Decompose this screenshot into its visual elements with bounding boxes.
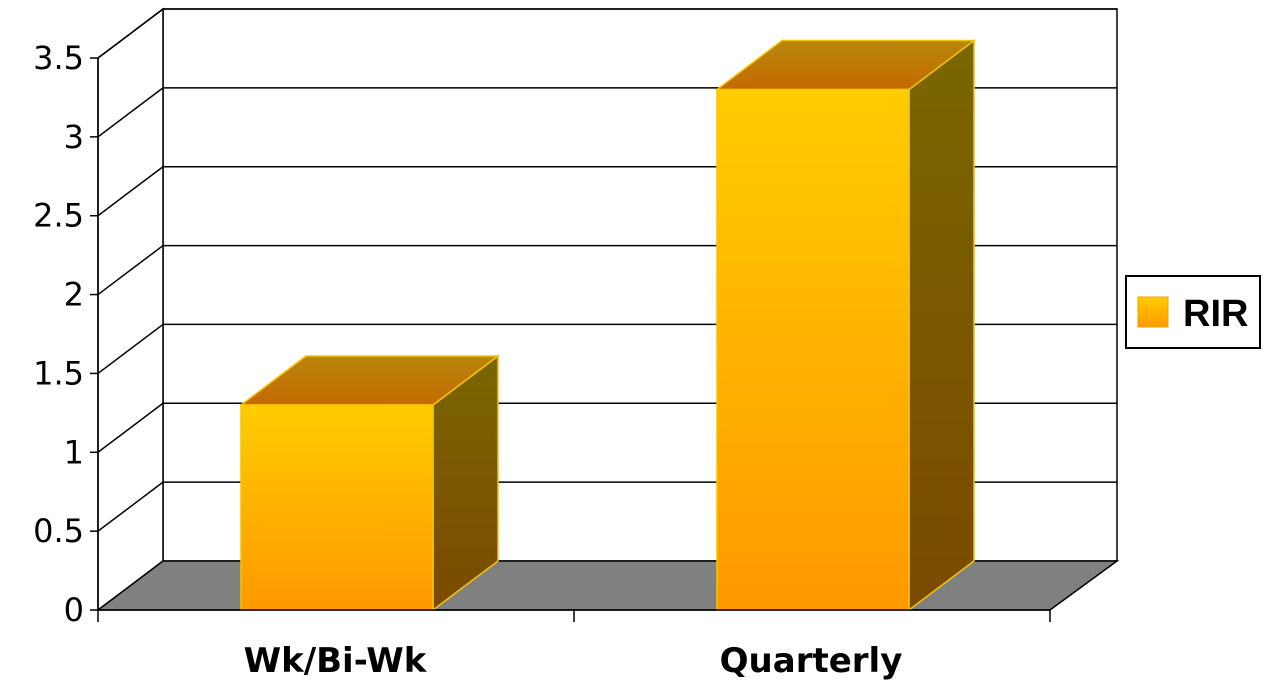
- x-category-label: Wk/Bi-Wk: [244, 641, 428, 680]
- legend-label: RIR: [1183, 293, 1248, 335]
- gridline-diagonal: [97, 402, 164, 453]
- y-tick-label: 1: [64, 433, 84, 471]
- gridline-diagonal: [97, 323, 164, 375]
- y-tick-label: 2: [64, 276, 84, 314]
- bar-2: [714, 39, 977, 612]
- bar-front-face: [240, 404, 434, 611]
- bar-front-face: [716, 88, 910, 611]
- y-tick-label: 3.5: [33, 39, 84, 77]
- bar-1: [238, 354, 501, 612]
- legend: RIR: [1125, 275, 1261, 349]
- y-tick-label: 0.5: [33, 512, 84, 550]
- gridline-diagonal: [97, 244, 164, 296]
- gridline-diagonal: [97, 87, 164, 138]
- x-axis-labels: Wk/Bi-Wk Quarterly: [97, 610, 1051, 680]
- legend-swatch: [1137, 296, 1169, 328]
- y-tick-label: 3: [64, 118, 84, 156]
- side-wall: [97, 7, 164, 612]
- x-category-label: Quarterly: [720, 641, 903, 680]
- bars: [238, 39, 977, 612]
- y-tick-label: 2.5: [33, 197, 84, 235]
- y-axis-ticks: 0 0.5 1 1.5 2 2.5 3 3.5: [33, 39, 98, 629]
- bar-side-face: [908, 39, 975, 612]
- gridline-diagonal: [97, 8, 164, 59]
- y-tick-label: 1.5: [33, 354, 84, 392]
- y-tick-label: 0: [64, 591, 84, 629]
- gridline-diagonal: [97, 166, 164, 217]
- gridline-diagonal: [97, 481, 164, 532]
